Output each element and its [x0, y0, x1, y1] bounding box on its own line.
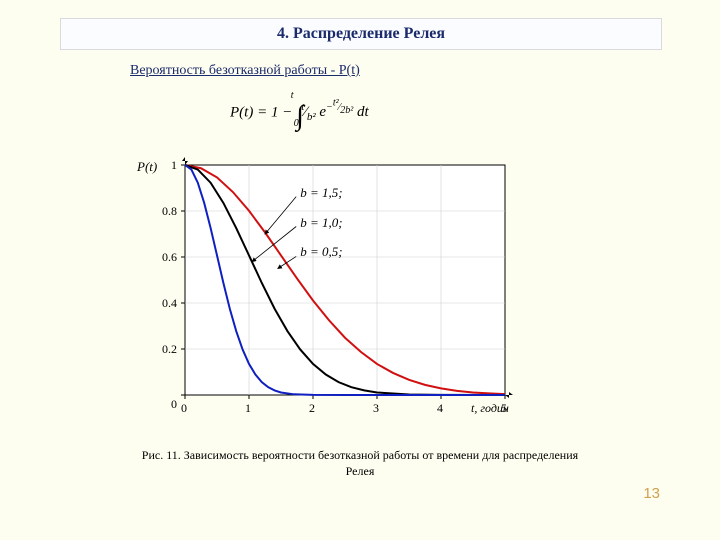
x-tick-label: 3 — [373, 401, 379, 416]
series-label: b = 0,5; — [300, 244, 342, 260]
page-number: 13 — [643, 485, 660, 502]
y-tick-label: 0.8 — [147, 204, 177, 219]
figure-caption: Рис. 11. Зависимость вероятности безотка… — [140, 448, 580, 479]
x-tick-label: 2 — [309, 401, 315, 416]
y-tick-label: 0.4 — [147, 296, 177, 311]
series-label: b = 1,0; — [300, 215, 342, 231]
y-tick-label: 0.6 — [147, 250, 177, 265]
formula: P(t) = 1 − ∫0t t⁄b² e−t²⁄2b² dt — [230, 98, 383, 132]
x-tick-label: 0 — [181, 401, 187, 416]
y-tick-label: 0.2 — [147, 342, 177, 357]
reliability-chart: P(t) 0123450.20.40.60.810t, годин b = 1,… — [130, 155, 530, 435]
section-title: 4. Распределение Релея — [60, 18, 662, 50]
x-axis-label: t, годин — [471, 401, 509, 416]
subsection-heading: Вероятность безотказной работы - P(t) — [130, 63, 360, 79]
series-label: b = 1,5; — [300, 185, 342, 201]
x-tick-label: 1 — [245, 401, 251, 416]
x-tick-label: 4 — [437, 401, 443, 416]
origin-label: 0 — [171, 397, 177, 412]
y-tick-label: 1 — [147, 158, 177, 173]
